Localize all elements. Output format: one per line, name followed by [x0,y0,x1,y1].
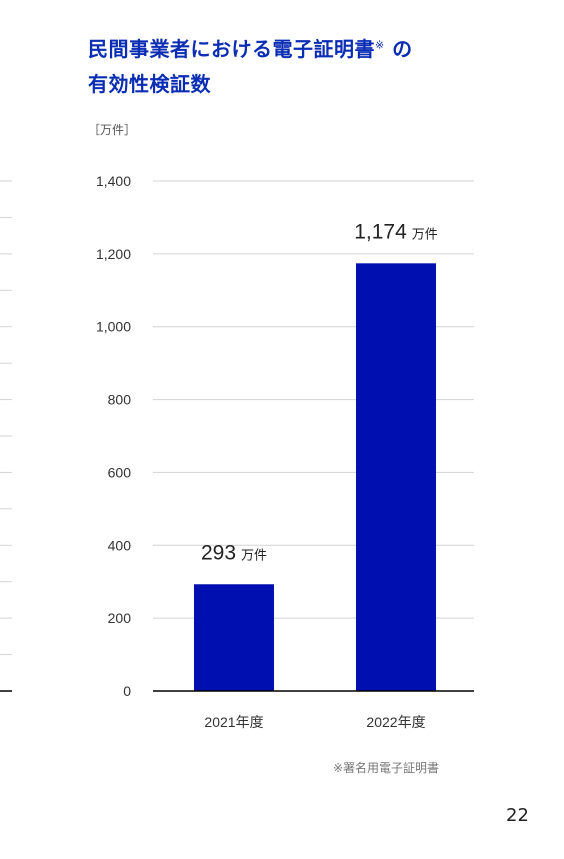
data-label-value: 1,174 [354,220,407,243]
page-number: 22 [506,805,529,826]
footnote: ※署名用電子証明書 [333,761,440,775]
bar [356,263,436,691]
x-category-label: 2022年度 [366,714,425,730]
y-tick-label: 1,000 [96,319,131,335]
chart-title-line-1: 民間事業者における電子証明書※ の [88,33,413,62]
data-label: 293 万件 [201,541,267,564]
x-category-label: 2021年度 [204,714,263,730]
y-tick-label: 800 [108,392,132,408]
y-tick-label: 0 [123,683,131,699]
y-tick-label: 200 [108,610,132,626]
y-tick-label: 1,400 [96,173,131,189]
title-suffix: の [384,37,413,61]
data-label: 1,174 万件 [354,220,438,243]
data-label-unit: 万件 [241,547,267,562]
title-text-1: 民間事業者における電子証明書 [88,37,375,61]
chart-title-line-2: 有効性検証数 [88,72,211,96]
data-label-value: 293 [201,541,236,564]
bar [194,584,274,691]
y-tick-label: 1,200 [96,246,131,262]
data-label-unit: 万件 [412,226,438,241]
title-note-mark: ※ [375,38,385,52]
y-tick-label: 400 [108,537,132,553]
y-tick-label: 600 [108,464,132,480]
y-axis-unit-label: ［万件］ [88,123,137,137]
